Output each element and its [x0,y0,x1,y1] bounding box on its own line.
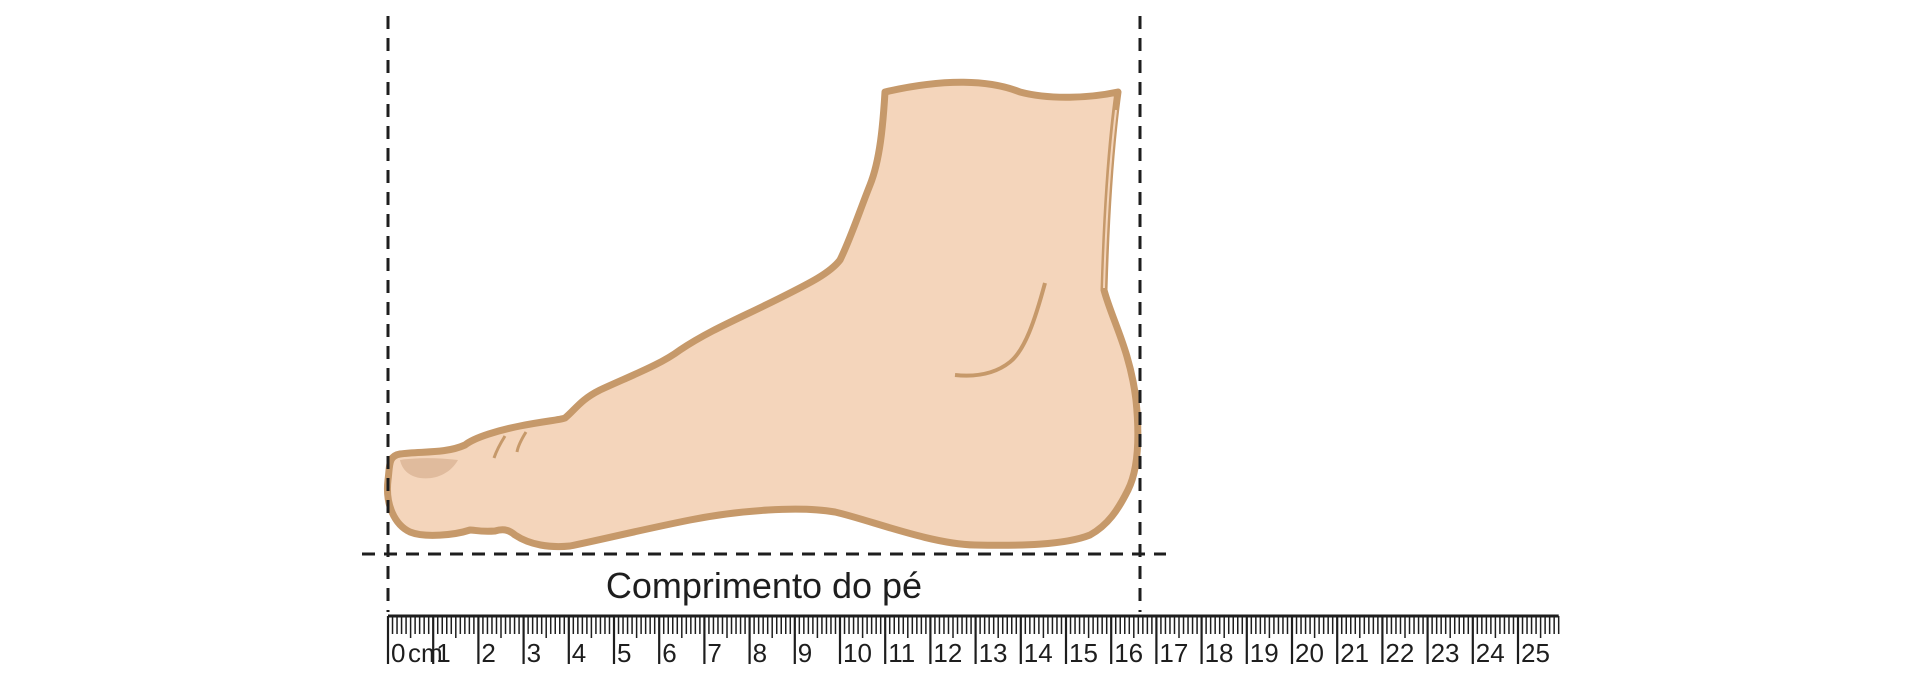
ruler-tick-label: 11 [888,638,915,668]
ruler-tick-label: 7 [707,638,721,668]
caption-label: Comprimento do pé [606,565,922,606]
ruler-tick-label: 21 [1340,638,1369,668]
toe-crease [515,431,528,453]
ruler-tick-label: 13 [979,638,1008,668]
ruler-tick-label: 10 [843,638,872,668]
ruler-tick-label: 2 [481,638,495,668]
ankle-line [954,282,1047,378]
ruler-tick-label: 15 [1069,638,1098,668]
ruler-tick-label: 9 [798,638,812,668]
ruler: 0 cm1 2 3 4 5 6 7 8 9 10 11 12 13 14 15 16 17 18 19 20 21 22 23… [386,614,1560,668]
ruler-tick-label: 5 [617,638,631,668]
ruler-tick-label: 3 [527,638,541,668]
foot-illustration [383,78,1142,551]
ruler-tick-label: 24 [1476,638,1505,668]
ruler-tick-label: 17 [1159,638,1188,668]
heel-line [1103,109,1117,289]
ruler-tick-label: 19 [1250,638,1279,668]
measurement-guides [362,16,1166,612]
foot-shape [383,78,1142,551]
toe-crease [492,435,507,459]
ruler-tick-label: 25 [1521,638,1550,668]
ruler-tick-label: 8 [753,638,767,668]
ruler-tick-label: 20 [1295,638,1324,668]
ruler-tick-label: 0 [391,638,405,668]
ruler-tick-label: 18 [1205,638,1234,668]
ruler-tick-label: 22 [1385,638,1414,668]
ruler-tick-label: 16 [1114,638,1143,668]
ruler-tick-label: 12 [933,638,962,668]
ruler-tick-label: 23 [1431,638,1460,668]
ruler-unit-label: cm [408,638,443,668]
ruler-tick-label: 4 [572,638,586,668]
ruler-tick-label: 14 [1024,638,1053,668]
toenail [400,458,458,479]
ruler-tick-label: 1 [436,638,450,668]
ruler-tick-label: 6 [662,638,676,668]
